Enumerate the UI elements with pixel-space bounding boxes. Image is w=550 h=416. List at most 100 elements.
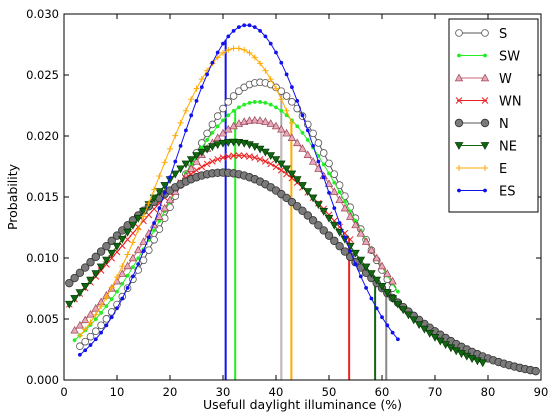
data-point: [279, 108, 284, 113]
legend-marker: [454, 73, 464, 82]
data-point: [115, 306, 119, 311]
data-point: [261, 117, 270, 125]
data-point: [351, 249, 360, 258]
series-line-e: [79, 47, 293, 337]
data-point: [72, 338, 77, 343]
data-point: [309, 129, 317, 138]
data-point: [91, 252, 100, 262]
data-point: [152, 228, 157, 233]
legend-marker: [480, 142, 490, 150]
data-point: [245, 116, 254, 124]
data-point: [361, 263, 371, 272]
data-point: [93, 317, 98, 321]
data-point: [220, 49, 226, 56]
data-point: [107, 236, 116, 246]
data-point: [266, 152, 276, 160]
legend-box: [448, 18, 539, 213]
legend-entry-ne: NE: [454, 140, 517, 155]
data-point: [327, 171, 331, 176]
data-point: [78, 352, 82, 357]
data-point: [155, 212, 164, 220]
data-point: [81, 337, 89, 346]
data-point: [262, 158, 269, 165]
data-point: [188, 96, 195, 103]
data-point: [364, 285, 368, 290]
data-point: [263, 34, 268, 39]
data-point: [332, 180, 337, 185]
x-axis-label: Usefull daylight illuminance (%): [203, 397, 402, 412]
data-point: [205, 138, 210, 142]
data-point: [205, 72, 210, 77]
data-point: [241, 46, 248, 53]
series-line-wn: [68, 154, 351, 305]
legend-entry-w: W: [454, 72, 512, 87]
data-point: [104, 323, 109, 328]
legend-marker: [455, 29, 463, 37]
data-point: [226, 34, 231, 39]
legend: S SW W WN N NE E ES: [448, 18, 539, 213]
data-point: [162, 190, 167, 195]
data-point: [128, 253, 138, 262]
data-point: [262, 67, 269, 74]
data-point: [189, 113, 194, 118]
data-point: [146, 235, 151, 240]
legend-marker: [457, 188, 461, 193]
data-point: [377, 283, 387, 291]
data-point: [271, 121, 281, 130]
data-point: [231, 108, 236, 113]
data-point: [86, 309, 95, 318]
series-line-es: [79, 24, 399, 356]
data-point: [319, 226, 328, 235]
legend-label: N: [499, 117, 509, 132]
legend-label: S: [499, 27, 507, 42]
data-point: [325, 159, 333, 168]
legend-entry-e: E: [456, 162, 507, 177]
data-point: [210, 130, 215, 135]
data-point: [97, 321, 105, 330]
data-point: [218, 128, 228, 137]
data-point: [251, 154, 259, 162]
data-point: [172, 132, 179, 139]
legend-entry-n: N: [454, 117, 509, 132]
data-point: [390, 330, 395, 335]
y-tick-label: 0.000: [26, 373, 59, 387]
data-point: [288, 119, 295, 126]
data-point: [160, 203, 169, 212]
data-point: [235, 45, 242, 52]
data-point: [181, 160, 191, 169]
data-point: [108, 284, 115, 291]
data-point: [356, 229, 365, 237]
data-point: [295, 124, 300, 129]
legend-entry-wn: WN: [455, 95, 522, 110]
data-point: [353, 262, 358, 267]
data-point: [295, 98, 300, 103]
data-point: [112, 242, 122, 251]
legend-marker: [480, 73, 490, 82]
data-point: [141, 249, 146, 253]
data-point: [242, 23, 247, 28]
data-point: [75, 289, 85, 297]
data-point: [341, 192, 349, 200]
x-tick-label: 50: [322, 385, 337, 399]
data-point: [226, 113, 231, 118]
data-point: [99, 310, 103, 315]
legend-marker: [482, 165, 488, 171]
data-point: [247, 100, 252, 105]
data-point: [308, 194, 318, 203]
data-point: [388, 295, 397, 303]
data-point: [64, 300, 74, 309]
data-point: [210, 60, 215, 65]
data-point: [92, 327, 100, 336]
legend-marker: [480, 118, 490, 128]
data-point: [229, 92, 238, 100]
legend-marker: [456, 165, 462, 171]
data-point: [114, 274, 120, 281]
legend-label: WN: [499, 95, 522, 110]
data-point: [300, 130, 305, 135]
series-s: [76, 78, 397, 350]
data-point: [420, 325, 429, 334]
data-point: [173, 159, 178, 164]
y-tick-label: 0.020: [26, 129, 59, 143]
data-point: [82, 326, 89, 333]
data-point: [215, 124, 220, 129]
